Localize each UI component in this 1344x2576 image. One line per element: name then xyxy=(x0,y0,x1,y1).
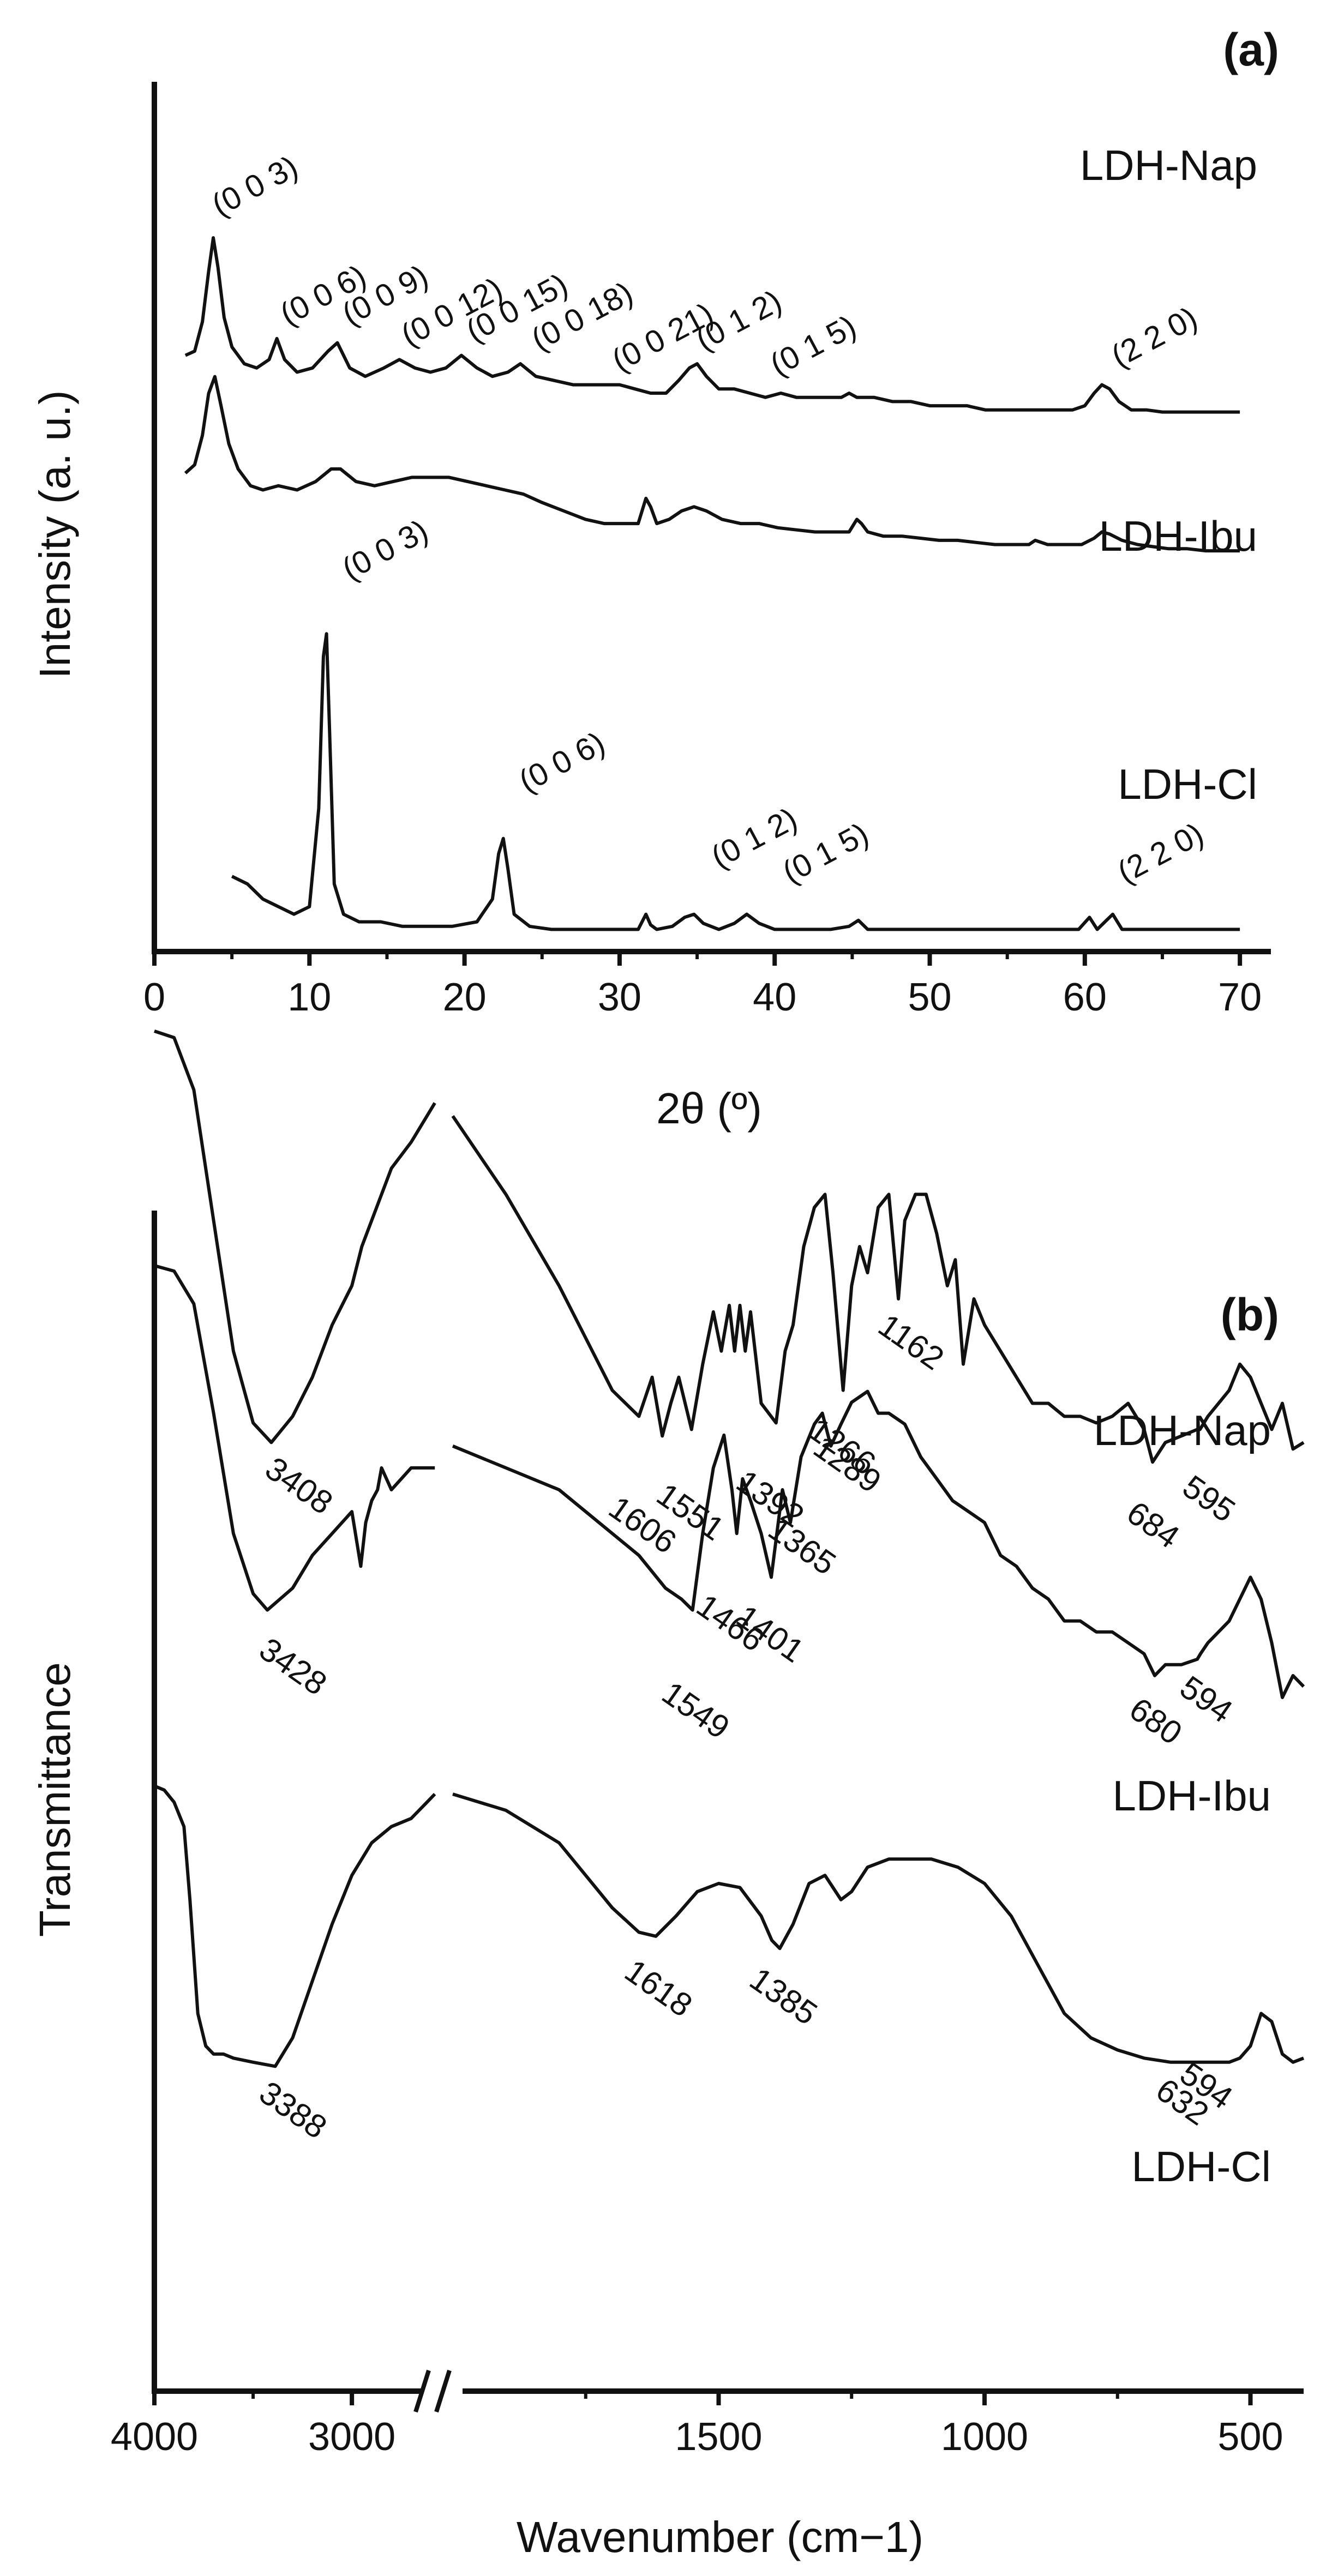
ftir-y-axis-label: Transmittance xyxy=(31,1662,79,1937)
xrd-x-tick-label: 30 xyxy=(598,976,641,1019)
xrd-series-group xyxy=(184,236,1240,931)
xrd-series-labels: LDH-Nap LDH-Ibu LDH-Cl xyxy=(1080,141,1257,808)
ftir-series-group xyxy=(153,1030,1305,2068)
ftir-series-ldh-cl-low xyxy=(452,1792,1305,2064)
xrd-x-tick-label: 70 xyxy=(1218,976,1262,1019)
ftir-x-axis-label: Wavenumber (cm−1) xyxy=(517,2513,923,2561)
ftir-series-ldh-nap-low xyxy=(451,1115,1305,1464)
ftir-x-tick-label: 4000 xyxy=(111,2415,198,2459)
xrd-series-ldh-nap xyxy=(184,236,1240,414)
xrd-x-tick-label: 60 xyxy=(1063,976,1107,1019)
xrd-x-tick-label: 0 xyxy=(143,976,165,1019)
xrd-x-tick-label: 20 xyxy=(443,976,487,1019)
ftir-x-tick-label: 1500 xyxy=(675,2415,762,2459)
xrd-tick-labels: 0 10 20 30 40 50 60 70 xyxy=(143,976,1262,1019)
ftir-series-label-ldh-ibu: LDH-Ibu xyxy=(1113,1772,1271,1820)
xrd-series-label-ldh-ibu: LDH-Ibu xyxy=(1099,512,1257,560)
ftir-panel-label: (b) xyxy=(1221,1289,1279,1340)
ftir-x-tick-label: 500 xyxy=(1217,2415,1283,2459)
xrd-x-tick-label: 10 xyxy=(287,976,331,1019)
xrd-y-axis-label: Intensity (a. u.) xyxy=(31,390,79,678)
ftir-axis-break-mark xyxy=(434,2369,452,2413)
ftir-series-label-ldh-nap: LDH-Nap xyxy=(1094,1406,1271,1454)
xrd-x-axis-label: 2θ (º) xyxy=(656,1084,762,1133)
ftir-tick-labels: 4000 3000 1500 1000 500 xyxy=(111,2415,1283,2459)
ftir-series-label-ldh-cl: LDH-Cl xyxy=(1131,2142,1271,2190)
xrd-panel-label: (a) xyxy=(1223,24,1279,75)
xrd-series-ldh-cl xyxy=(231,632,1240,931)
ftir-x-tick-label: 1000 xyxy=(941,2415,1028,2459)
xrd-series-label-ldh-nap: LDH-Nap xyxy=(1080,141,1257,189)
ftir-series-ldh-nap-high xyxy=(154,1030,436,1445)
xrd-x-tick-label: 50 xyxy=(908,976,951,1019)
xrd-x-tick-label: 40 xyxy=(753,976,796,1019)
ftir-series-ldh-cl-high xyxy=(153,1784,436,2068)
ftir-series-ldh-ibu-high xyxy=(154,1264,435,1612)
ftir-axes xyxy=(152,1211,1304,2413)
xrd-series-ldh-ibu xyxy=(184,375,1240,553)
ftir-x-tick-label: 3000 xyxy=(308,2415,395,2459)
xrd-axes xyxy=(152,82,1271,966)
ftir-axis-break-mark xyxy=(413,2369,431,2413)
xrd-series-label-ldh-cl: LDH-Cl xyxy=(1118,760,1257,808)
ftir-series-ldh-ibu-low xyxy=(452,1389,1305,1699)
ftir-series-labels: LDH-Nap LDH-Ibu LDH-Cl xyxy=(1094,1406,1271,2190)
